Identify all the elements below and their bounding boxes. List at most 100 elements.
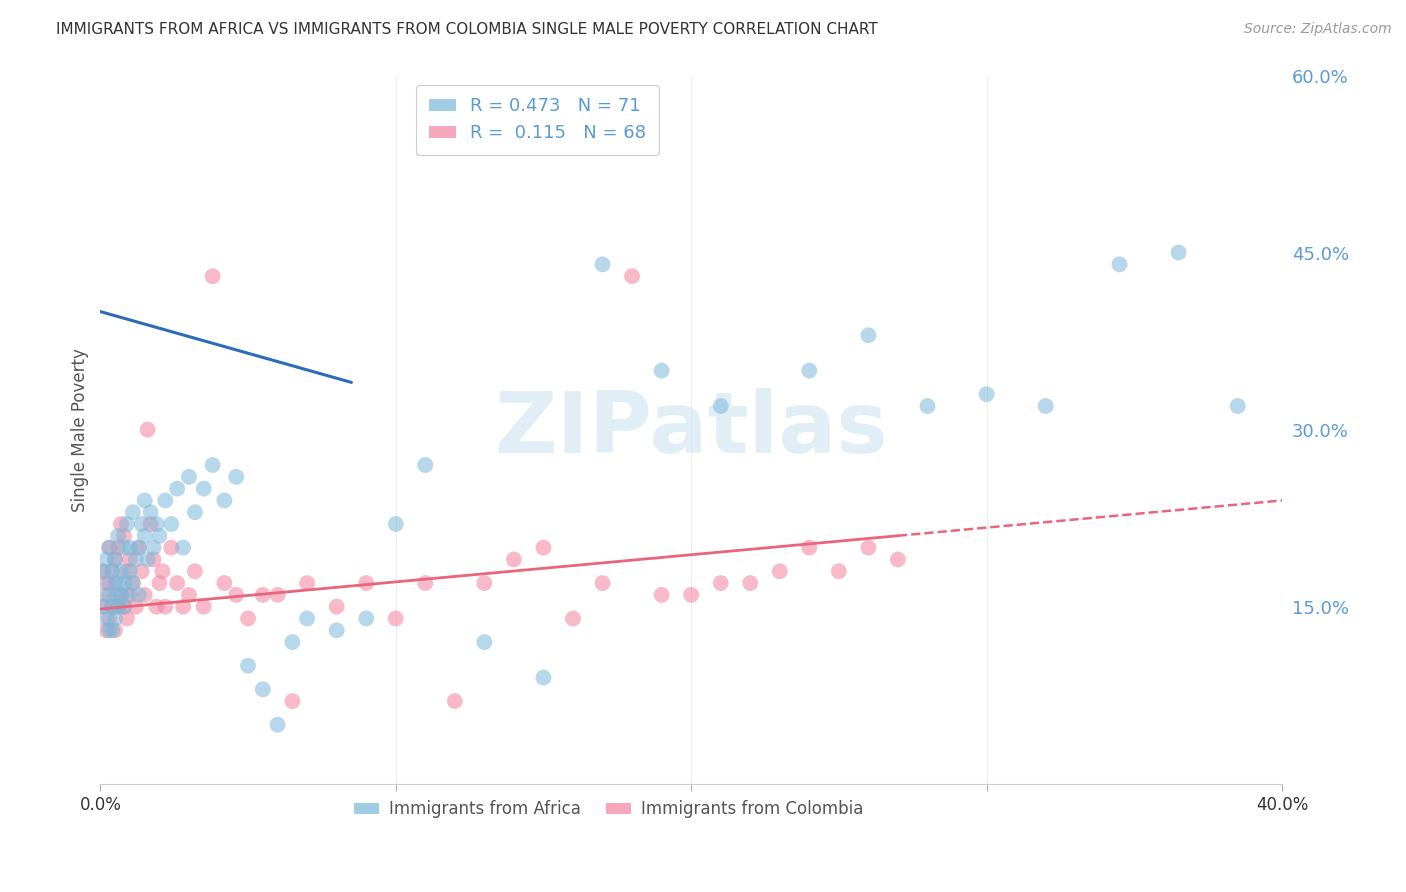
Point <box>134 493 156 508</box>
Point <box>710 399 733 413</box>
Point <box>110 517 132 532</box>
Point <box>96 588 118 602</box>
Point <box>413 576 436 591</box>
Point <box>112 599 135 614</box>
Point <box>131 517 153 532</box>
Point <box>252 682 274 697</box>
Point <box>101 564 124 578</box>
Point <box>172 599 194 614</box>
Point <box>118 552 141 566</box>
Point <box>107 541 129 555</box>
Point <box>136 552 159 566</box>
Point <box>118 588 141 602</box>
Point <box>134 588 156 602</box>
Point <box>121 505 143 519</box>
Point <box>98 624 121 638</box>
Point <box>1167 245 1189 260</box>
Point <box>193 599 215 614</box>
Point <box>155 493 177 508</box>
Point <box>121 576 143 591</box>
Point <box>413 458 436 472</box>
Point <box>710 576 733 591</box>
Point <box>101 624 124 638</box>
Point <box>104 552 127 566</box>
Point <box>96 611 118 625</box>
Point <box>110 588 132 602</box>
Point <box>769 564 792 578</box>
Point <box>155 599 177 614</box>
Point <box>112 599 135 614</box>
Point <box>160 541 183 555</box>
Point <box>96 552 118 566</box>
Point <box>125 552 148 566</box>
Point <box>142 541 165 555</box>
Point <box>193 482 215 496</box>
Point <box>503 552 526 566</box>
Point <box>621 269 644 284</box>
Point <box>225 470 247 484</box>
Point <box>1226 399 1249 413</box>
Point <box>266 717 288 731</box>
Point <box>325 599 347 614</box>
Point <box>98 541 121 555</box>
Point <box>295 611 318 625</box>
Point <box>128 541 150 555</box>
Point <box>91 564 114 578</box>
Point <box>96 576 118 591</box>
Point <box>443 694 465 708</box>
Point <box>172 541 194 555</box>
Point <box>101 599 124 614</box>
Point <box>125 599 148 614</box>
Point <box>104 611 127 625</box>
Point <box>799 363 821 377</box>
Point <box>562 611 585 625</box>
Point <box>533 541 555 555</box>
Text: IMMIGRANTS FROM AFRICA VS IMMIGRANTS FROM COLOMBIA SINGLE MALE POVERTY CORRELATI: IMMIGRANTS FROM AFRICA VS IMMIGRANTS FRO… <box>56 22 877 37</box>
Point <box>107 599 129 614</box>
Point <box>651 588 673 602</box>
Point <box>148 529 170 543</box>
Point <box>295 576 318 591</box>
Point <box>91 564 114 578</box>
Point <box>281 694 304 708</box>
Point <box>98 541 121 555</box>
Point <box>225 588 247 602</box>
Text: Source: ZipAtlas.com: Source: ZipAtlas.com <box>1244 22 1392 37</box>
Point <box>98 588 121 602</box>
Point <box>139 505 162 519</box>
Point <box>177 470 200 484</box>
Point <box>112 529 135 543</box>
Point <box>91 599 114 614</box>
Text: ZIPatlas: ZIPatlas <box>495 388 889 471</box>
Point <box>533 671 555 685</box>
Point <box>107 599 129 614</box>
Point <box>115 588 138 602</box>
Point <box>145 599 167 614</box>
Point <box>281 635 304 649</box>
Point <box>214 576 236 591</box>
Point <box>150 564 173 578</box>
Point <box>118 564 141 578</box>
Point <box>104 552 127 566</box>
Point <box>681 588 703 602</box>
Point <box>184 505 207 519</box>
Point <box>474 635 496 649</box>
Point <box>177 588 200 602</box>
Point <box>107 529 129 543</box>
Point <box>104 624 127 638</box>
Point <box>1035 399 1057 413</box>
Point <box>887 552 910 566</box>
Point <box>236 611 259 625</box>
Point <box>184 564 207 578</box>
Point <box>131 564 153 578</box>
Point <box>917 399 939 413</box>
Point <box>148 576 170 591</box>
Point <box>136 423 159 437</box>
Point <box>592 257 614 271</box>
Point <box>128 541 150 555</box>
Point <box>118 541 141 555</box>
Point <box>142 552 165 566</box>
Point <box>115 611 138 625</box>
Point <box>1108 257 1130 271</box>
Point <box>121 576 143 591</box>
